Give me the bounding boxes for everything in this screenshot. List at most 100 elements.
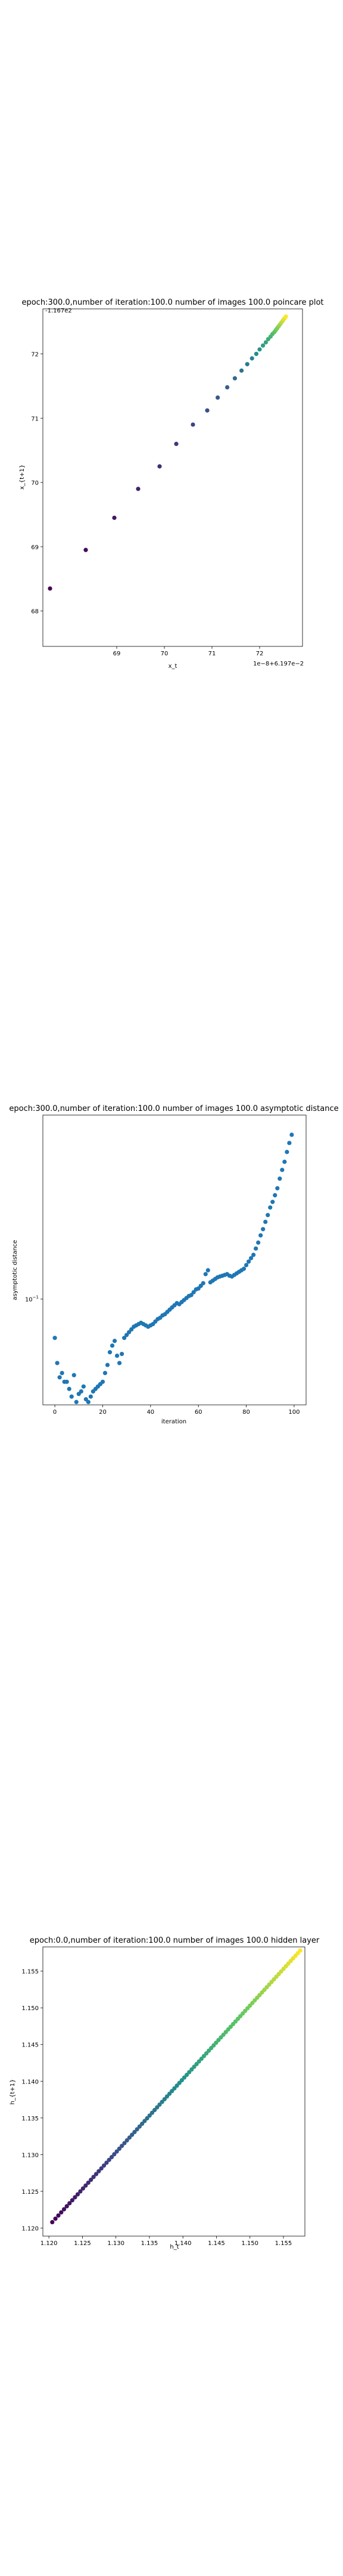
data-point	[104, 2160, 109, 2165]
data-point	[246, 1259, 251, 1264]
data-point	[277, 1176, 282, 1181]
data-point	[50, 2220, 55, 2225]
data-point	[205, 1268, 210, 1272]
data-point	[70, 2198, 74, 2203]
data-point	[117, 1361, 122, 1366]
y-tick-label: 1.155	[21, 1969, 39, 1976]
data-point	[120, 2144, 124, 2148]
data-point	[127, 2135, 132, 2140]
plot-frame	[42, 1114, 307, 1405]
data-point	[239, 368, 244, 373]
data-point	[107, 1350, 113, 1355]
chart-title: epoch:300.0,number of iteration:100.0 nu…	[9, 1104, 338, 1113]
data-point	[205, 408, 210, 413]
x-axis-label: iteration	[161, 1419, 186, 1425]
data-point	[157, 2102, 162, 2107]
data-point	[261, 1227, 266, 1231]
offset-label-bottom: 1e−8+6.197e−2	[253, 661, 304, 667]
data-point	[86, 1400, 91, 1404]
data-point	[78, 2189, 83, 2194]
x-tick-label: 70	[161, 651, 169, 657]
data-point	[258, 1233, 263, 1238]
x-tick-label: 1.140	[174, 2240, 192, 2247]
x-tick-label: 40	[146, 1409, 154, 1416]
data-point	[254, 1246, 258, 1251]
data-point	[59, 2210, 64, 2215]
x-tick-label: 60	[195, 1409, 202, 1416]
data-point	[298, 1948, 303, 1953]
data-point	[101, 2163, 107, 2168]
data-point	[147, 2113, 152, 2118]
plot-frame	[42, 1946, 305, 2237]
data-point	[282, 1159, 287, 1164]
data-point	[287, 1141, 292, 1145]
data-point	[268, 1205, 273, 1210]
data-point	[71, 1373, 76, 1377]
data-point	[105, 1363, 110, 1367]
data-point	[52, 1336, 57, 1340]
data-point	[257, 347, 262, 352]
x-tick-label: 1.150	[241, 2240, 258, 2247]
data-point	[174, 441, 179, 446]
y-axis-label: asymptotic distance	[12, 1240, 18, 1300]
data-point	[157, 464, 162, 469]
data-point	[254, 351, 258, 357]
data-point	[263, 340, 268, 345]
data-point	[57, 1375, 62, 1380]
data-point	[83, 2183, 88, 2188]
asymptotic-distance-chart: epoch:300.0,number of iteration:100.0 nu…	[9, 1104, 338, 1425]
data-point	[201, 1281, 205, 1286]
data-point	[266, 1213, 270, 1218]
data-point	[114, 2149, 119, 2154]
data-point	[248, 1256, 254, 1261]
data-point	[289, 1132, 294, 1137]
y-tick-label: 1.145	[21, 2042, 39, 2049]
data-point	[139, 2122, 145, 2126]
x-tick-label: 1.145	[208, 2240, 225, 2247]
data-point	[283, 314, 288, 319]
data-point	[102, 1370, 108, 1376]
x-tick-label: 71	[208, 651, 216, 657]
data-point	[112, 2152, 117, 2157]
x-tick-label: 1.155	[275, 2240, 292, 2247]
hidden-layer-chart: epoch:0.0,number of iteration:100.0 numb…	[10, 1936, 320, 2250]
data-point	[245, 362, 250, 367]
data-point	[64, 1379, 69, 1384]
y-tick-label: 71	[31, 416, 39, 422]
data-point	[61, 2207, 67, 2212]
data-point	[122, 2141, 127, 2145]
data-point	[162, 2097, 167, 2101]
x-tick-label: 1.130	[107, 2240, 124, 2247]
x-tick-label: 1.125	[74, 2240, 91, 2247]
data-point	[167, 2091, 172, 2096]
data-point	[160, 2100, 164, 2104]
data-point	[191, 1290, 196, 1295]
data-point	[124, 1333, 129, 1337]
data-point	[136, 487, 141, 491]
data-point	[137, 2124, 142, 2129]
data-point	[244, 1263, 249, 1268]
data-point	[67, 1386, 71, 1391]
data-point	[145, 2116, 149, 2120]
chart-title: epoch:300.0,number of iteration:100.0 nu…	[21, 298, 323, 307]
data-point	[48, 586, 52, 591]
data-point	[117, 2146, 121, 2151]
data-point	[110, 1343, 115, 1348]
data-point	[79, 1389, 83, 1394]
data-point	[149, 2110, 155, 2115]
y-tick-label: 1.120	[21, 2225, 39, 2232]
data-point	[81, 1384, 86, 1389]
data-point	[216, 395, 220, 400]
data-point	[250, 356, 254, 361]
y-tick-label: 1.140	[21, 2079, 39, 2085]
data-point	[107, 2157, 111, 2162]
data-point	[89, 2177, 93, 2182]
data-point	[53, 2216, 58, 2221]
data-point	[261, 343, 266, 348]
x-axis-label: x_t	[169, 663, 177, 670]
x-tick-label: 1.120	[40, 2240, 58, 2247]
data-point	[132, 2129, 137, 2135]
data-point	[99, 2166, 104, 2171]
poincare-chart: epoch:300.0,number of iteration:100.0 nu…	[19, 298, 324, 670]
data-point	[263, 1219, 268, 1224]
